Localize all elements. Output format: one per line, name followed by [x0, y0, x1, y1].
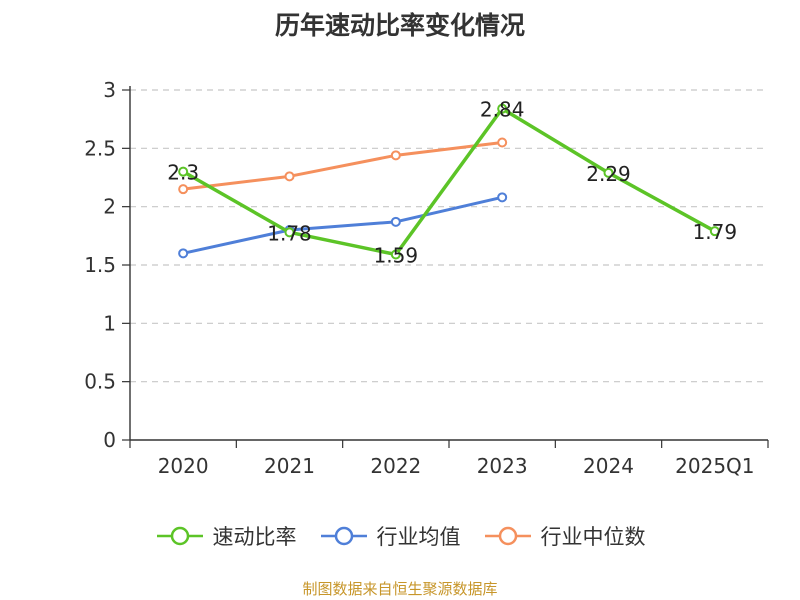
data-labels: 2.3 1.78 1.59 2.84 2.29 1.79 — [167, 98, 737, 268]
y-tick-label: 2.5 — [84, 136, 116, 160]
y-tick-label: 2 — [103, 195, 116, 219]
data-point — [178, 248, 189, 259]
data-point — [390, 249, 401, 260]
source-note: 制图数据来自恒生聚源数据库 — [302, 580, 498, 598]
x-tick-label: 2023 — [477, 454, 528, 478]
y-tick-label: 0 — [103, 428, 116, 452]
x-tick-label: 2021 — [264, 454, 315, 478]
legend: 速动比率 行业均值 行业中位数 — [0, 518, 800, 554]
x-tick-label: 2020 — [158, 454, 209, 478]
data-label: 2.29 — [586, 162, 631, 186]
data-point — [603, 167, 614, 178]
legend-swatch-quick-ratio — [156, 526, 203, 546]
data-point — [178, 184, 189, 195]
legend-swatch-industry-mean — [320, 526, 367, 546]
data-point — [497, 103, 508, 114]
legend-swatch-industry-median — [484, 526, 531, 546]
y-tick-label: 1 — [103, 311, 116, 335]
axes: 0 0.5 1 1.5 2 2.5 3 2020 2021 2022 2023 2024 2025Q1 — [84, 78, 769, 478]
data-point — [497, 137, 508, 148]
legend-item-industry-median[interactable]: 行业中位数 — [483, 521, 646, 551]
series-line — [182, 195, 503, 255]
legend-item-quick-ratio[interactable]: 速动比率 — [155, 521, 297, 551]
y-tick-label: 1.5 — [84, 253, 116, 277]
legend-label-industry-median: 行业中位数 — [540, 525, 646, 549]
chart-title: 历年速动比率变化情况 — [274, 11, 525, 40]
data-point — [178, 166, 189, 177]
data-label: 2.84 — [480, 98, 525, 122]
legend-item-industry-mean[interactable]: 行业均值 — [319, 521, 461, 551]
data-label: 1.78 — [267, 221, 312, 245]
gridlines — [130, 89, 768, 383]
data-label: 1.59 — [374, 244, 419, 268]
data-point — [390, 150, 401, 161]
legend-label-quick-ratio: 速动比率 — [212, 525, 297, 549]
y-tick-label: 3 — [103, 78, 116, 102]
x-tick-label: 2024 — [583, 454, 634, 478]
series-line — [182, 106, 716, 257]
x-tick-label: 2022 — [370, 454, 421, 478]
data-point — [284, 227, 295, 238]
data-label: 1.79 — [693, 220, 738, 244]
data-point — [497, 192, 508, 203]
legend-label-industry-mean: 行业均值 — [376, 525, 461, 549]
y-tick-label: 0.5 — [84, 370, 116, 394]
x-tick-label: 2025Q1 — [675, 454, 754, 478]
series-line — [182, 141, 503, 191]
data-point — [284, 171, 295, 182]
data-point — [709, 226, 720, 237]
series-lines — [178, 103, 720, 260]
data-point — [390, 216, 401, 227]
data-label: 2.3 — [167, 161, 199, 185]
